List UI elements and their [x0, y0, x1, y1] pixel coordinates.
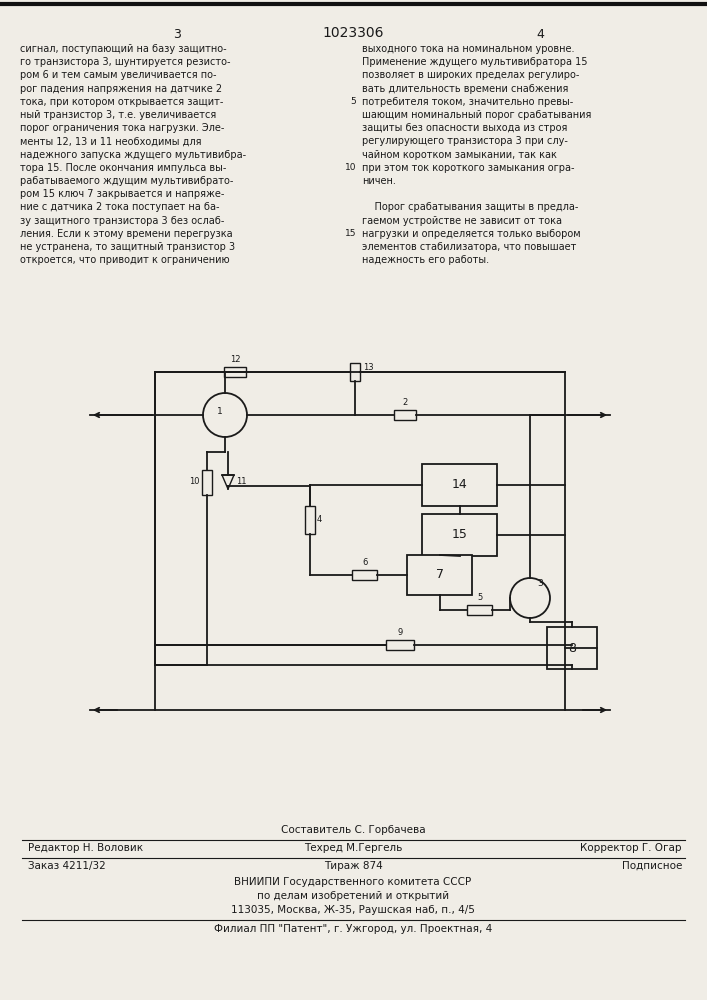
Text: 10: 10 — [344, 163, 356, 172]
Text: вать длительность времени снабжения: вать длительность времени снабжения — [362, 84, 568, 94]
Circle shape — [510, 578, 550, 618]
Text: выходного тока на номинальном уровне.: выходного тока на номинальном уровне. — [362, 44, 575, 54]
Text: Заказ 4211/32: Заказ 4211/32 — [28, 861, 106, 871]
Text: 5: 5 — [350, 97, 356, 106]
Text: по делам изобретений и открытий: по делам изобретений и открытий — [257, 891, 449, 901]
Text: рог падения напряжения на датчике 2: рог падения напряжения на датчике 2 — [20, 84, 222, 94]
Bar — [394, 410, 416, 420]
Text: Редактор Н. Воловик: Редактор Н. Воловик — [28, 843, 143, 853]
Text: Техред М.Гергель: Техред М.Гергель — [304, 843, 402, 853]
Text: го транзистора 3, шунтируется резисто-: го транзистора 3, шунтируется резисто- — [20, 57, 230, 67]
Bar — [423, 464, 498, 506]
Text: Тираж 874: Тираж 874 — [324, 861, 382, 871]
Bar — [202, 470, 212, 494]
Text: надежного запуска ждущего мультивибра-: надежного запуска ждущего мультивибра- — [20, 150, 246, 160]
Text: тока, при котором открывается защит-: тока, при котором открывается защит- — [20, 97, 223, 107]
Text: не устранена, то защитный транзистор 3: не устранена, то защитный транзистор 3 — [20, 242, 235, 252]
Text: 3: 3 — [173, 28, 181, 41]
Text: 4: 4 — [536, 28, 544, 41]
Text: ничен.: ничен. — [362, 176, 396, 186]
Text: тора 15. После окончания импульса вы-: тора 15. После окончания импульса вы- — [20, 163, 226, 173]
Text: зу защитного транзистора 3 без ослаб-: зу защитного транзистора 3 без ослаб- — [20, 216, 224, 226]
Text: 11: 11 — [236, 478, 247, 487]
Bar — [423, 514, 498, 556]
Text: гаемом устройстве не зависит от тока: гаемом устройстве не зависит от тока — [362, 216, 562, 226]
Text: 113035, Москва, Ж-35, Раушская наб, п., 4/5: 113035, Москва, Ж-35, Раушская наб, п., … — [231, 905, 475, 915]
Text: 2: 2 — [402, 398, 408, 407]
Bar — [386, 640, 414, 650]
Bar — [224, 367, 246, 377]
Text: при этом ток короткого замыкания огра-: при этом ток короткого замыкания огра- — [362, 163, 575, 173]
Text: Корректор Г. Огар: Корректор Г. Огар — [580, 843, 682, 853]
Bar — [353, 570, 378, 580]
Text: регулирующего транзистора 3 при слу-: регулирующего транзистора 3 при слу- — [362, 136, 568, 146]
Text: шающим номинальный порог срабатывания: шающим номинальный порог срабатывания — [362, 110, 591, 120]
Text: рабатываемого ждущим мультивибрато-: рабатываемого ждущим мультивибрато- — [20, 176, 233, 186]
Text: 12: 12 — [230, 355, 240, 364]
Text: откроется, что приводит к ограничению: откроется, что приводит к ограничению — [20, 255, 230, 265]
Text: Филиал ПП "Патент", г. Ужгород, ул. Проектная, 4: Филиал ПП "Патент", г. Ужгород, ул. Прое… — [214, 924, 492, 934]
Text: 14: 14 — [452, 479, 468, 491]
Text: 3: 3 — [537, 578, 543, 587]
Text: 10: 10 — [189, 478, 200, 487]
Text: порог ограничения тока нагрузки. Эле-: порог ограничения тока нагрузки. Эле- — [20, 123, 224, 133]
Bar — [350, 363, 360, 381]
Text: 8: 8 — [568, 642, 576, 654]
Text: защиты без опасности выхода из строя: защиты без опасности выхода из строя — [362, 123, 568, 133]
Text: 9: 9 — [397, 628, 402, 637]
Text: потребителя током, значительно превы-: потребителя током, значительно превы- — [362, 97, 573, 107]
Text: Порог срабатывания защиты в предла-: Порог срабатывания защиты в предла- — [362, 202, 578, 212]
Text: Применение ждущего мультивибратора 15: Применение ждущего мультивибратора 15 — [362, 57, 588, 67]
Text: ром 6 и тем самым увеличивается по-: ром 6 и тем самым увеличивается по- — [20, 70, 216, 80]
Text: ВНИИПИ Государственного комитета СССР: ВНИИПИ Государственного комитета СССР — [235, 877, 472, 887]
Text: 7: 7 — [436, 568, 444, 582]
Text: 1: 1 — [217, 406, 223, 416]
Bar — [407, 555, 472, 595]
Text: надежность его работы.: надежность его работы. — [362, 255, 489, 265]
Text: 13: 13 — [363, 362, 373, 371]
Text: Подписное: Подписное — [621, 861, 682, 871]
Bar — [467, 605, 493, 615]
Text: Составитель С. Горбачева: Составитель С. Горбачева — [281, 825, 426, 835]
Text: сигнал, поступающий на базу защитно-: сигнал, поступающий на базу защитно- — [20, 44, 227, 54]
Text: 1023306: 1023306 — [322, 26, 384, 40]
Text: менты 12, 13 и 11 необходимы для: менты 12, 13 и 11 необходимы для — [20, 136, 201, 146]
Circle shape — [203, 393, 247, 437]
Text: ние с датчика 2 тока поступает на ба-: ние с датчика 2 тока поступает на ба- — [20, 202, 219, 212]
Bar — [305, 506, 315, 534]
Text: 6: 6 — [362, 558, 368, 567]
Text: ный транзистор 3, т.е. увеличивается: ный транзистор 3, т.е. увеличивается — [20, 110, 216, 120]
Text: ром 15 ключ 7 закрывается и напряже-: ром 15 ключ 7 закрывается и напряже- — [20, 189, 224, 199]
Text: элементов стабилизатора, что повышает: элементов стабилизатора, что повышает — [362, 242, 576, 252]
Text: ления. Если к этому времени перегрузка: ления. Если к этому времени перегрузка — [20, 229, 233, 239]
Text: чайном коротком замыкании, так как: чайном коротком замыкании, так как — [362, 150, 557, 160]
Text: 5: 5 — [477, 593, 483, 602]
Text: 4: 4 — [317, 516, 322, 524]
Text: 15: 15 — [344, 229, 356, 238]
Text: позволяет в широких пределах регулиро-: позволяет в широких пределах регулиро- — [362, 70, 579, 80]
Text: нагрузки и определяется только выбором: нагрузки и определяется только выбором — [362, 229, 580, 239]
Bar — [547, 627, 597, 669]
Text: 15: 15 — [452, 528, 468, 542]
